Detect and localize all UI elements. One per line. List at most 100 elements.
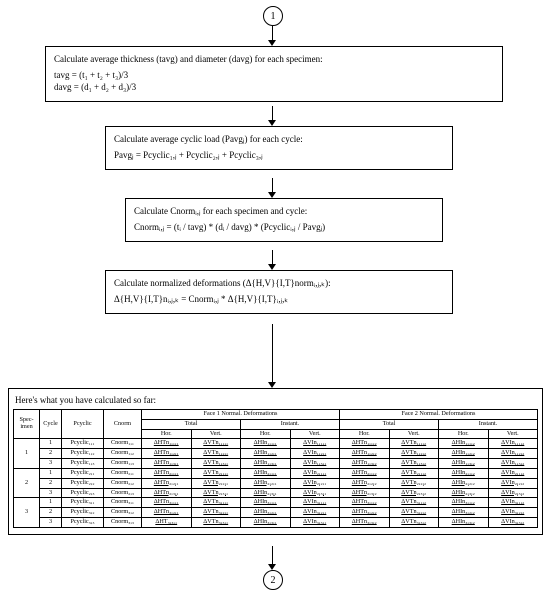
cell: ΔVIn₁,₂,₁ (290, 449, 340, 459)
cell: ΔHIn₂,₃,₂ (439, 488, 489, 498)
step-formula: Δ{H,V}{I,T}nᵢ,ⱼ,ₖ = Cnormᵢ,ⱼ * Δ{H,V}{I,… (114, 293, 444, 305)
connector-1-label: 1 (271, 11, 276, 22)
step-avg-thickness-diameter: Calculate average thickness (tavg) and d… (45, 46, 503, 102)
cell-specimen: 1 (14, 439, 40, 468)
step-formula: tavg = (t₁ + t₂ + t₃)/3 (54, 69, 494, 81)
cell: Cnorm₁,₃ (104, 459, 142, 469)
cell: ΔHTn₁,₃,₁ (142, 459, 192, 469)
cell: Pcyclic₁,₁ (62, 439, 104, 449)
cell: ΔHIn₃,₃,₂ (439, 517, 489, 527)
cell: ΔHTn₁,₂,₂ (340, 449, 390, 459)
step-heading: Calculate Cnormᵢ,ⱼ for each specimen and… (134, 205, 434, 217)
cell: 3 (40, 488, 62, 498)
cell: ΔHIn₁,₂,₂ (439, 449, 489, 459)
col-vert: Vert. (389, 429, 439, 439)
col-hor: Hor. (241, 429, 291, 439)
results-table-box: Here's what you have calculated so far: … (8, 388, 543, 535)
step-heading: Calculate average cyclic load (Pavgⱼ) fo… (114, 133, 444, 145)
cell: ΔVIn₂,₃,₂ (488, 488, 538, 498)
cell: ΔVIn₃,₁,₁ (290, 498, 340, 508)
cell: 3 (40, 517, 62, 527)
cell-specimen: 3 (14, 498, 40, 527)
flow-line (272, 324, 273, 386)
cell: 3 (40, 459, 62, 469)
col-hor: Hor. (439, 429, 489, 439)
step-avg-cyclic-load: Calculate average cyclic load (Pavgⱼ) fo… (105, 126, 453, 170)
cell: ΔVIn₃,₂,₂ (488, 508, 538, 518)
cell: ΔHIn₂,₁,₂ (439, 468, 489, 478)
step-formula: Pavgⱼ = Pcyclic₁,ⱼ + Pcyclic₂,ⱼ + Pcycli… (114, 149, 444, 161)
col-hor: Hor. (142, 429, 192, 439)
cell: ΔHTn₂,₂,₁ (142, 478, 192, 488)
step-formula: davg = (d₁ + d₂ + d₃)/3 (54, 81, 494, 93)
step-normalized-deformations: Calculate normalized deformations (Δ{H,V… (105, 270, 453, 314)
cell: ΔVTn₁,₃,₂ (389, 459, 439, 469)
cell: ΔVIn₁,₃,₂ (488, 459, 538, 469)
cell: ΔHTn₂,₁,₁ (142, 468, 192, 478)
cell: Cnorm₂,₁ (104, 468, 142, 478)
cell: ΔHIn₂,₂,₂ (439, 478, 489, 488)
cell: ΔVIn₁,₂,₂ (488, 449, 538, 459)
cell: ΔHTn₂,₃,₁ (142, 488, 192, 498)
cell: ΔVTn₂,₃,₁ (191, 488, 241, 498)
connector-2-label: 2 (271, 575, 276, 586)
cell: ΔVTn₃,₂,₁ (191, 508, 241, 518)
cell: Pcyclic₃,₂ (62, 508, 104, 518)
cell: ΔHIn₁,₁,₁ (241, 439, 291, 449)
cell: ΔHTn₃,₁,₁ (142, 498, 192, 508)
col-hor: Hor. (340, 429, 390, 439)
cell: Cnorm₃,₃ (104, 517, 142, 527)
cell: 2 (40, 478, 62, 488)
col-pcyclic: Pcyclic (62, 410, 104, 439)
cell: ΔHTn₃,₃,₂ (340, 517, 390, 527)
col-total: Total (340, 419, 439, 429)
cell: ΔHIn₃,₂,₂ (439, 508, 489, 518)
cell: ΔHTn₃,₁,₂ (340, 498, 390, 508)
cell: ΔHIn₃,₃,₁ (241, 517, 291, 527)
table-row: 31Pcyclic₃,₁Cnorm₃,₁ΔHTn₃,₁,₁ΔVTn₃,₁,₁ΔH… (14, 498, 538, 508)
cell: ΔVTn₂,₃,₂ (389, 488, 439, 498)
cell: ΔVTn₁,₃,₁ (191, 459, 241, 469)
results-table-title: Here's what you have calculated so far: (15, 395, 538, 405)
cell: ΔHIn₁,₁,₂ (439, 439, 489, 449)
col-instant: Instant. (241, 419, 340, 429)
cell: ΔVTn₃,₃,₂ (389, 517, 439, 527)
table-row: 21Pcyclic₂,₁Cnorm₂,₁ΔHTn₂,₁,₁ΔVTn₂,₁,₁ΔH… (14, 468, 538, 478)
cell: ΔVTn₁,₂,₁ (191, 449, 241, 459)
cell: ΔVIn₁,₁,₂ (488, 439, 538, 449)
step-heading: Calculate average thickness (tavg) and d… (54, 53, 494, 65)
cell: ΔVIn₂,₁,₁ (290, 468, 340, 478)
cell: Pcyclic₃,₃ (62, 517, 104, 527)
cell: ΔVIn₂,₁,₂ (488, 468, 538, 478)
cell: 1 (40, 439, 62, 449)
cell: ΔHTn₁,₁,₁ (142, 439, 192, 449)
cell: Cnorm₃,₁ (104, 498, 142, 508)
cell: Pcyclic₁,₂ (62, 449, 104, 459)
cell: ΔHTn₂,₂,₂ (340, 478, 390, 488)
cell: 1 (40, 498, 62, 508)
cell: 1 (40, 468, 62, 478)
cell: Pcyclic₂,₂ (62, 478, 104, 488)
cell: ΔHIn₃,₁,₂ (439, 498, 489, 508)
cell: ΔHTn₁,₁,₂ (340, 439, 390, 449)
cell: Cnorm₁,₁ (104, 439, 142, 449)
cell: ΔVIn₂,₂,₂ (488, 478, 538, 488)
cell: ΔVTn₂,₂,₂ (389, 478, 439, 488)
cell: ΔVIn₃,₃,₂ (488, 517, 538, 527)
cell: ΔVTn₃,₂,₂ (389, 508, 439, 518)
cell: ΔVTn₁,₂,₂ (389, 449, 439, 459)
cell: 2 (40, 449, 62, 459)
cell: ΔHIn₁,₃,₂ (439, 459, 489, 469)
cell: ΔHIn₂,₁,₁ (241, 468, 291, 478)
cell: ΔVTn₂,₁,₂ (389, 468, 439, 478)
cell: ΔHTn₁,₃,₂ (340, 459, 390, 469)
cell: ΔHIn₃,₂,₁ (241, 508, 291, 518)
cell: ΔHTn₃,₂,₁ (142, 508, 192, 518)
cell: ΔVTn₁,₁,₂ (389, 439, 439, 449)
cell: ΔVIn₂,₃,₁ (290, 488, 340, 498)
cell: ΔVIn₃,₃,₁ (290, 517, 340, 527)
cell: Pcyclic₂,₃ (62, 488, 104, 498)
step-cnorm: Calculate Cnormᵢ,ⱼ for each specimen and… (125, 198, 443, 242)
cell: ΔHTn₁,₂,₁ (142, 449, 192, 459)
cell: ΔVIn₃,₁,₂ (488, 498, 538, 508)
